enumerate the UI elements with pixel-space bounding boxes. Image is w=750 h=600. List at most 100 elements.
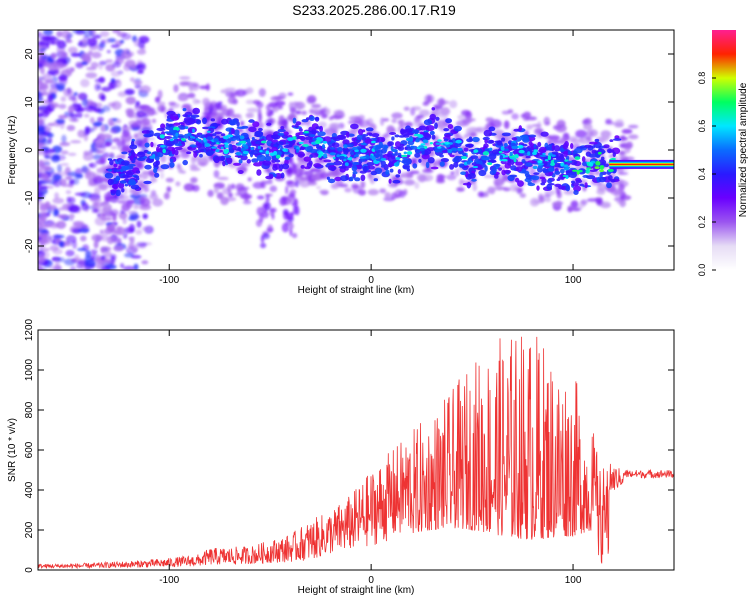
ridge-blob xyxy=(303,156,312,162)
x-tick-label: 0 xyxy=(368,575,374,586)
ridge-peak xyxy=(418,145,425,148)
ridge-blob xyxy=(304,146,312,152)
ridge-blob xyxy=(395,174,401,178)
ridge-blob xyxy=(118,182,125,189)
ridge-peak xyxy=(548,167,555,172)
ridge-blob xyxy=(169,158,174,163)
ridge-blob xyxy=(169,123,173,128)
halo-blob xyxy=(135,119,142,129)
noise-blob xyxy=(71,228,81,234)
ridge-peak xyxy=(371,156,376,161)
ridge-blob xyxy=(256,154,266,162)
ridge-peak xyxy=(146,151,152,155)
noise-blob xyxy=(110,255,116,265)
ridge-peak xyxy=(482,157,490,161)
noise-blob xyxy=(112,30,121,34)
halo-blob xyxy=(580,199,588,206)
halo-blob xyxy=(596,188,606,195)
halo-blob xyxy=(610,188,622,196)
ridge-blob xyxy=(366,162,375,166)
ridge-blob xyxy=(123,165,130,171)
ridge-blob xyxy=(326,176,330,180)
ridge-blob xyxy=(289,142,293,148)
ridge-peak xyxy=(550,162,556,166)
ridge-peak xyxy=(211,146,218,149)
ridge-blob xyxy=(424,133,432,138)
noise-blob xyxy=(65,249,75,257)
ridge-blob xyxy=(298,127,303,132)
noise-blob xyxy=(44,201,51,208)
ridge-blob xyxy=(199,153,203,158)
ridge-blob xyxy=(254,130,264,138)
halo-blob xyxy=(277,105,284,110)
ridge-blob xyxy=(579,183,584,187)
noise-blob xyxy=(100,246,105,254)
halo-blob xyxy=(168,101,176,106)
halo-blob xyxy=(151,118,157,124)
halo-blob xyxy=(105,211,114,217)
ridge-peak xyxy=(322,153,328,158)
halo-blob xyxy=(227,96,237,105)
ridge-blob xyxy=(423,119,433,126)
ridge-blob xyxy=(275,159,281,163)
ridge-blob xyxy=(174,143,183,147)
noise-blob xyxy=(65,39,73,43)
ridge-peak xyxy=(594,166,600,170)
noise-blob xyxy=(122,232,128,239)
noise-blob xyxy=(68,213,75,219)
halo-blob xyxy=(189,167,201,171)
x-tick-label: -100 xyxy=(159,575,179,586)
halo-blob xyxy=(615,119,624,127)
ridge-blob xyxy=(412,129,420,134)
halo-blob xyxy=(519,193,526,198)
noise-blob xyxy=(62,203,70,210)
halo-blob xyxy=(109,152,115,158)
ridge-peak xyxy=(347,157,352,160)
ridge-blob xyxy=(294,124,299,128)
ridge-blob xyxy=(565,170,572,174)
halo-blob xyxy=(493,178,505,186)
ridge-blob xyxy=(443,138,449,142)
ridge-blob xyxy=(192,107,200,115)
noise-blob xyxy=(85,72,98,79)
ridge-peak xyxy=(318,151,324,157)
noise-blob xyxy=(105,59,113,63)
noise-blob xyxy=(68,96,75,101)
ridge-blob xyxy=(165,123,169,127)
halo-blob xyxy=(262,143,267,150)
ridge-blob xyxy=(342,139,350,145)
noise-blob xyxy=(94,187,101,196)
ridge-blob xyxy=(119,180,127,184)
ridge-peak xyxy=(224,142,229,145)
noise-blob xyxy=(103,38,111,44)
noise-blob xyxy=(100,255,106,261)
halo-blob xyxy=(93,175,105,184)
ridge-blob xyxy=(305,117,310,121)
halo-blob xyxy=(301,110,307,115)
ridge-blob xyxy=(546,183,553,190)
ridge-blob xyxy=(121,151,128,155)
halo-blob xyxy=(332,122,340,131)
ridge-blob xyxy=(568,171,578,179)
halo-blob xyxy=(192,98,198,105)
ridge-blob xyxy=(364,138,373,144)
halo-blob xyxy=(262,233,270,240)
ridge-blob xyxy=(607,175,613,181)
ridge-peak xyxy=(462,152,467,156)
halo-blob xyxy=(297,157,304,163)
noise-blob xyxy=(106,49,111,54)
ridge-peak xyxy=(402,157,408,160)
ridge-peak xyxy=(415,150,421,153)
ridge-peak xyxy=(574,156,581,160)
ridge-blob xyxy=(491,166,497,174)
ridge-peak xyxy=(240,147,246,152)
noise-blob xyxy=(41,224,52,228)
ridge-blob xyxy=(394,141,401,148)
ridge-blob xyxy=(556,178,561,181)
ridge-blob xyxy=(540,182,546,186)
ridge-peak xyxy=(187,132,192,137)
noise-blob xyxy=(137,40,145,49)
ridge-peak xyxy=(329,152,336,156)
halo-blob xyxy=(288,101,294,110)
ridge-blob xyxy=(389,168,394,173)
